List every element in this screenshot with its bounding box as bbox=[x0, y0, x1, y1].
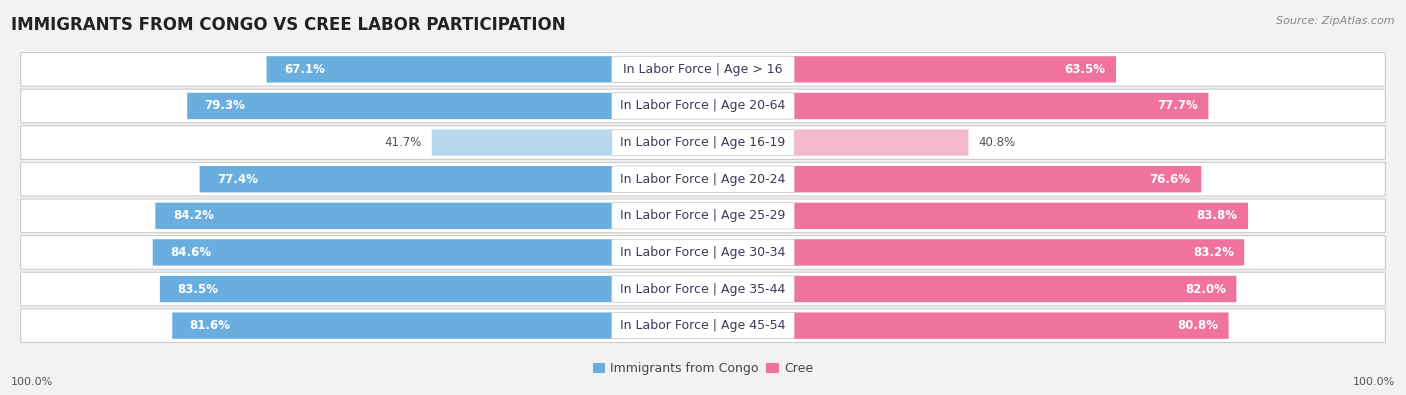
FancyBboxPatch shape bbox=[612, 130, 794, 156]
FancyBboxPatch shape bbox=[21, 199, 1385, 233]
FancyBboxPatch shape bbox=[612, 312, 794, 339]
Text: 40.8%: 40.8% bbox=[979, 136, 1017, 149]
FancyBboxPatch shape bbox=[21, 53, 1385, 86]
Text: 67.1%: 67.1% bbox=[284, 63, 325, 76]
Text: 77.4%: 77.4% bbox=[217, 173, 257, 186]
Text: 100.0%: 100.0% bbox=[11, 377, 53, 387]
Text: 77.7%: 77.7% bbox=[1157, 100, 1198, 113]
Text: In Labor Force | Age 25-29: In Labor Force | Age 25-29 bbox=[620, 209, 786, 222]
FancyBboxPatch shape bbox=[173, 312, 703, 339]
FancyBboxPatch shape bbox=[612, 276, 794, 302]
FancyBboxPatch shape bbox=[703, 312, 1229, 339]
FancyBboxPatch shape bbox=[155, 203, 703, 229]
FancyBboxPatch shape bbox=[612, 56, 794, 83]
FancyBboxPatch shape bbox=[153, 239, 703, 265]
Text: Source: ZipAtlas.com: Source: ZipAtlas.com bbox=[1277, 16, 1395, 26]
Text: 83.2%: 83.2% bbox=[1192, 246, 1233, 259]
FancyBboxPatch shape bbox=[612, 166, 794, 192]
FancyBboxPatch shape bbox=[432, 130, 703, 156]
Text: 63.5%: 63.5% bbox=[1064, 63, 1105, 76]
FancyBboxPatch shape bbox=[612, 203, 794, 229]
FancyBboxPatch shape bbox=[612, 93, 794, 119]
FancyBboxPatch shape bbox=[703, 203, 1249, 229]
Text: 100.0%: 100.0% bbox=[1353, 377, 1395, 387]
FancyBboxPatch shape bbox=[703, 56, 1116, 83]
Text: 84.2%: 84.2% bbox=[173, 209, 214, 222]
FancyBboxPatch shape bbox=[703, 166, 1201, 192]
Text: 82.0%: 82.0% bbox=[1185, 282, 1226, 295]
FancyBboxPatch shape bbox=[187, 93, 703, 119]
Text: In Labor Force | Age 20-64: In Labor Force | Age 20-64 bbox=[620, 100, 786, 113]
FancyBboxPatch shape bbox=[703, 239, 1244, 265]
FancyBboxPatch shape bbox=[703, 130, 969, 156]
FancyBboxPatch shape bbox=[21, 235, 1385, 269]
Text: In Labor Force | Age 30-34: In Labor Force | Age 30-34 bbox=[620, 246, 786, 259]
Text: 80.8%: 80.8% bbox=[1177, 319, 1218, 332]
Text: In Labor Force | Age 16-19: In Labor Force | Age 16-19 bbox=[620, 136, 786, 149]
FancyBboxPatch shape bbox=[160, 276, 703, 302]
FancyBboxPatch shape bbox=[703, 93, 1208, 119]
Text: 84.6%: 84.6% bbox=[170, 246, 211, 259]
FancyBboxPatch shape bbox=[267, 56, 703, 83]
Text: 83.8%: 83.8% bbox=[1197, 209, 1237, 222]
Legend: Immigrants from Congo, Cree: Immigrants from Congo, Cree bbox=[588, 357, 818, 380]
Text: 41.7%: 41.7% bbox=[384, 136, 422, 149]
FancyBboxPatch shape bbox=[21, 89, 1385, 123]
FancyBboxPatch shape bbox=[612, 239, 794, 265]
Text: 76.6%: 76.6% bbox=[1150, 173, 1191, 186]
FancyBboxPatch shape bbox=[21, 309, 1385, 342]
Text: In Labor Force | Age > 16: In Labor Force | Age > 16 bbox=[623, 63, 783, 76]
Text: 79.3%: 79.3% bbox=[205, 100, 246, 113]
FancyBboxPatch shape bbox=[200, 166, 703, 192]
FancyBboxPatch shape bbox=[21, 272, 1385, 306]
Text: In Labor Force | Age 35-44: In Labor Force | Age 35-44 bbox=[620, 282, 786, 295]
Text: 81.6%: 81.6% bbox=[190, 319, 231, 332]
Text: In Labor Force | Age 20-24: In Labor Force | Age 20-24 bbox=[620, 173, 786, 186]
FancyBboxPatch shape bbox=[21, 162, 1385, 196]
Text: In Labor Force | Age 45-54: In Labor Force | Age 45-54 bbox=[620, 319, 786, 332]
Text: 83.5%: 83.5% bbox=[177, 282, 218, 295]
FancyBboxPatch shape bbox=[21, 126, 1385, 160]
Text: IMMIGRANTS FROM CONGO VS CREE LABOR PARTICIPATION: IMMIGRANTS FROM CONGO VS CREE LABOR PART… bbox=[11, 16, 565, 34]
FancyBboxPatch shape bbox=[703, 276, 1236, 302]
